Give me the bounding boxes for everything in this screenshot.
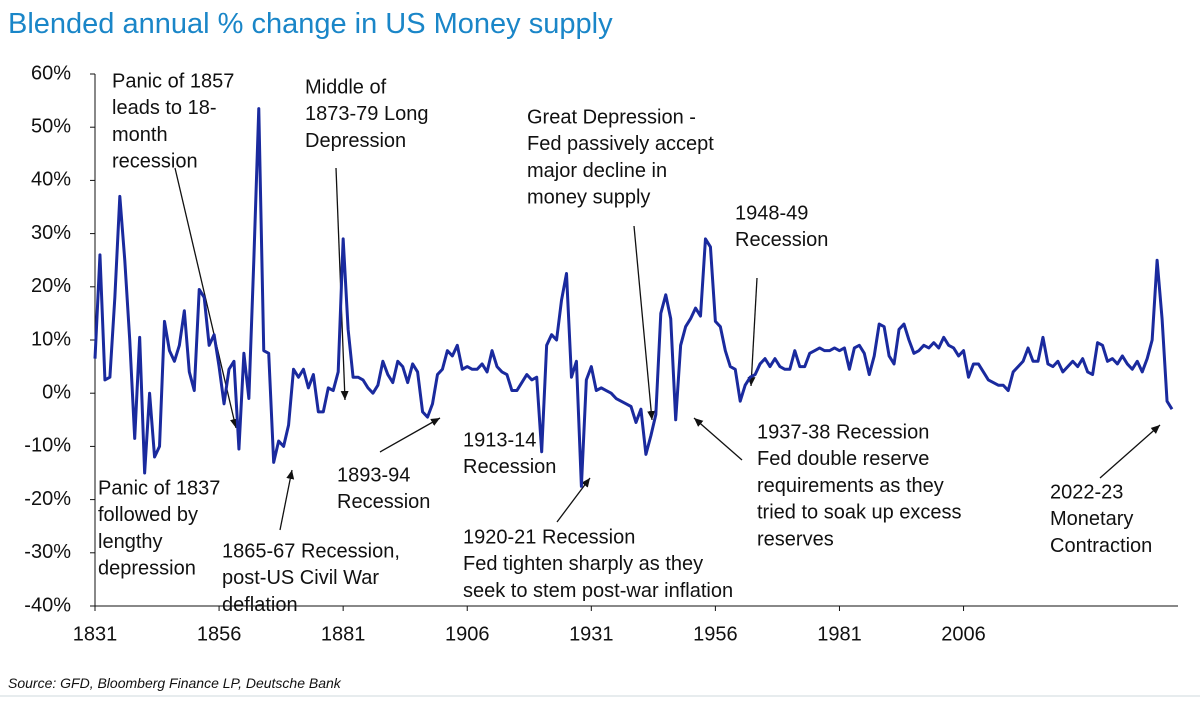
x-tick-label: 1831 xyxy=(73,623,118,645)
annotation: depression xyxy=(98,558,196,580)
y-tick-label: 0% xyxy=(42,381,71,403)
arrow xyxy=(379,417,441,453)
annotation: lengthy xyxy=(98,531,163,553)
annotation: Panic of 1857 xyxy=(112,70,234,92)
y-tick-label: 40% xyxy=(31,169,71,191)
annotation-arrows xyxy=(174,167,1161,531)
x-tick-label: 1931 xyxy=(569,623,614,645)
annotation: leads to 18- xyxy=(112,97,217,119)
annotation: Recession xyxy=(463,456,556,478)
annotation: Fed tighten sharply as they xyxy=(463,553,703,575)
y-tick-label: 50% xyxy=(31,115,71,137)
annotation: 1873-79 Long xyxy=(305,103,428,125)
annotation: Fed passively accept xyxy=(527,133,714,155)
y-tick-label: 10% xyxy=(31,328,71,350)
x-tick-label: 1956 xyxy=(693,623,738,645)
arrow xyxy=(1099,424,1161,479)
annotation: recession xyxy=(112,151,198,173)
annotation: seek to stem post-war inflation xyxy=(463,580,733,602)
annotation: 1865-67 Recession, xyxy=(222,540,400,562)
annotation: tried to soak up excess xyxy=(757,502,962,524)
x-tick-label: 1881 xyxy=(321,623,366,645)
arrow xyxy=(747,277,758,387)
annotation: Depression xyxy=(305,130,406,152)
annotation: post-US Civil War xyxy=(222,567,379,589)
y-tick-label: 20% xyxy=(31,275,71,297)
annotation: Panic of 1837 xyxy=(98,477,220,499)
chart-title: Blended annual % change in US Money supp… xyxy=(8,8,613,40)
annotation: month xyxy=(112,124,168,146)
y-tick-label: -10% xyxy=(24,435,71,457)
annotation: 2022-23 xyxy=(1050,481,1123,503)
arrow xyxy=(693,417,743,461)
y-tick-label: -40% xyxy=(24,594,71,616)
annotation: Great Depression - xyxy=(527,106,696,128)
annotation: Contraction xyxy=(1050,535,1152,557)
x-tick-label: 1981 xyxy=(817,623,862,645)
annotation: 1920-21 Recession xyxy=(463,526,635,548)
y-tick-label: -20% xyxy=(24,488,71,510)
annotation: followed by xyxy=(98,504,198,526)
annotation: requirements as they xyxy=(757,475,944,497)
annotation: 1893-94 xyxy=(337,464,410,486)
annotation: Middle of xyxy=(305,76,387,98)
x-tick-label: 1906 xyxy=(445,623,490,645)
annotation: 1913-14 xyxy=(463,429,536,451)
annotation: reserves xyxy=(757,528,834,550)
x-tick-label: 1856 xyxy=(197,623,242,645)
arrow xyxy=(556,477,591,523)
x-tick-label: 2006 xyxy=(941,623,986,645)
arrow xyxy=(279,469,295,531)
y-tick-label: 60% xyxy=(31,62,71,84)
y-tick-label: -30% xyxy=(24,541,71,563)
data-line xyxy=(93,107,1174,488)
annotation: 1937-38 Recession xyxy=(757,421,929,443)
annotation: deflation xyxy=(222,594,298,616)
annotation: money supply xyxy=(527,187,650,209)
annotation: Monetary xyxy=(1050,508,1133,530)
y-tick-label: 30% xyxy=(31,222,71,244)
annotation: major decline in xyxy=(527,160,667,182)
annotation: 1948-49 xyxy=(735,202,808,224)
annotation: Fed double reserve xyxy=(757,448,929,470)
arrow xyxy=(633,225,656,421)
annotation: Recession xyxy=(735,229,828,251)
source-note: Source: GFD, Bloomberg Finance LP, Deuts… xyxy=(8,675,342,691)
annotation: Recession xyxy=(337,491,430,513)
